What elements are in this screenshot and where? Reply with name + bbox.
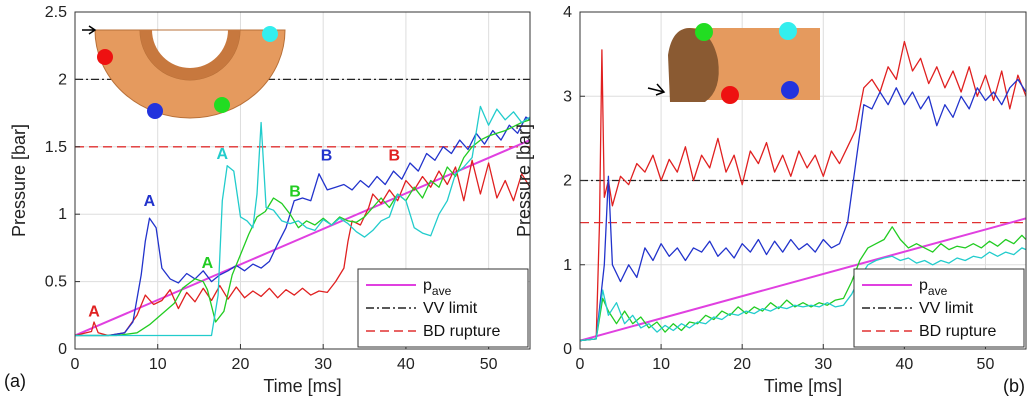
inset-b-end: [668, 28, 719, 102]
inset-b-vessel: [647, 22, 820, 104]
peak-annotation: A: [216, 146, 228, 163]
probe-cyan-b: [779, 22, 797, 40]
series-line: [75, 139, 530, 337]
series-line: [580, 40, 1026, 342]
x-tick-label: 20: [232, 356, 250, 373]
y-tick-label: 0: [58, 341, 67, 358]
peak-annotation: A: [144, 193, 156, 210]
series-line: [580, 78, 1026, 342]
x-axis-label: Time [ms]: [764, 376, 842, 396]
legend-label-main: BD rupture: [919, 323, 996, 340]
inset-a-shape: [94, 29, 286, 119]
inset-b-arrow-icon: [647, 83, 666, 96]
legend: pave VV limit BD rupture: [853, 268, 1025, 348]
series-line: [580, 226, 1026, 342]
x-tick-label: 30: [314, 356, 332, 373]
y-axis-label: Pressure [bar]: [9, 124, 29, 237]
y-axis-label: Pressure [bar]: [514, 124, 534, 237]
y-tick-label: 2.5: [45, 4, 67, 21]
probe-red-b: [721, 86, 739, 104]
y-tick-label: 1.5: [45, 139, 67, 156]
x-tick-label: 10: [652, 356, 670, 373]
inset-a-vessel: [82, 25, 286, 119]
x-tick-label: 10: [149, 356, 167, 373]
legend-label: BD rupture: [423, 323, 500, 340]
probe-green-a: [214, 97, 230, 113]
x-tick-label: 20: [733, 356, 751, 373]
x-axis-label: Time [ms]: [263, 376, 341, 396]
axes-box: [74, 11, 531, 350]
y-tick-label: 1: [58, 206, 67, 223]
y-tick-label: 3: [563, 88, 572, 105]
series-line: [75, 159, 530, 337]
x-tick-label: 50: [977, 356, 995, 373]
legend-label: pave: [919, 277, 948, 298]
y-tick-label: 2: [563, 173, 572, 190]
inset-a-shadow: [140, 30, 240, 80]
probe-blue-b: [781, 81, 799, 99]
y-tick-label: 2: [58, 71, 67, 88]
plot-area: [580, 40, 1026, 342]
panel-1: 0 10 20 30 40 50 0 1 2 3 4 Time [ms] Pressure [bar] p…: [514, 4, 1027, 396]
probe-cyan-a: [262, 26, 278, 42]
inset-a-arrow-icon: [82, 25, 97, 35]
legend-label-main: VV limit: [919, 300, 974, 317]
panel-label: (b): [1003, 376, 1025, 396]
probe-red-a: [97, 49, 113, 65]
legend-label-main: BD rupture: [423, 323, 500, 340]
y-tick-label: 1: [563, 257, 572, 274]
legend-label-main: VV limit: [423, 300, 478, 317]
y-tick-label: 0.5: [45, 274, 67, 291]
x-tick-label: 0: [71, 356, 80, 373]
peak-annotation: A: [88, 304, 100, 321]
legend-label: pave: [423, 277, 452, 298]
y-tick-label: 0: [563, 341, 572, 358]
peak-annotation: A: [202, 255, 214, 272]
legend: pave VV limit BD rupture: [357, 268, 529, 348]
series-line: [580, 217, 1026, 342]
panel-0: 0 10 20 30 40 50 0 0.5 1 1.5 2 2.5 Time [ms] Pressure…: [4, 4, 531, 396]
y-tick-label: 4: [563, 4, 572, 21]
peak-annotation: B: [289, 184, 301, 201]
probe-blue-a: [147, 103, 163, 119]
legend-label-main: p: [919, 277, 928, 294]
x-tick-label: 40: [895, 356, 913, 373]
x-tick-label: 50: [480, 356, 498, 373]
series-line: [75, 116, 530, 337]
panel-label: (a): [4, 371, 26, 391]
probe-green-b: [695, 23, 713, 41]
x-tick-label: 30: [814, 356, 832, 373]
peak-annotation: B: [321, 147, 333, 164]
legend-label-subscript: ave: [432, 284, 452, 298]
legend-label-main: p: [423, 277, 432, 294]
plot-area: [75, 78, 530, 337]
x-tick-label: 40: [397, 356, 415, 373]
legend-label-subscript: ave: [928, 284, 948, 298]
peak-annotation: B: [389, 147, 401, 164]
legend-label: VV limit: [919, 300, 974, 317]
legend-label: VV limit: [423, 300, 478, 317]
x-tick-label: 0: [576, 356, 585, 373]
series-line: [75, 105, 530, 337]
series-line: [580, 247, 1026, 342]
legend-label: BD rupture: [919, 323, 996, 340]
